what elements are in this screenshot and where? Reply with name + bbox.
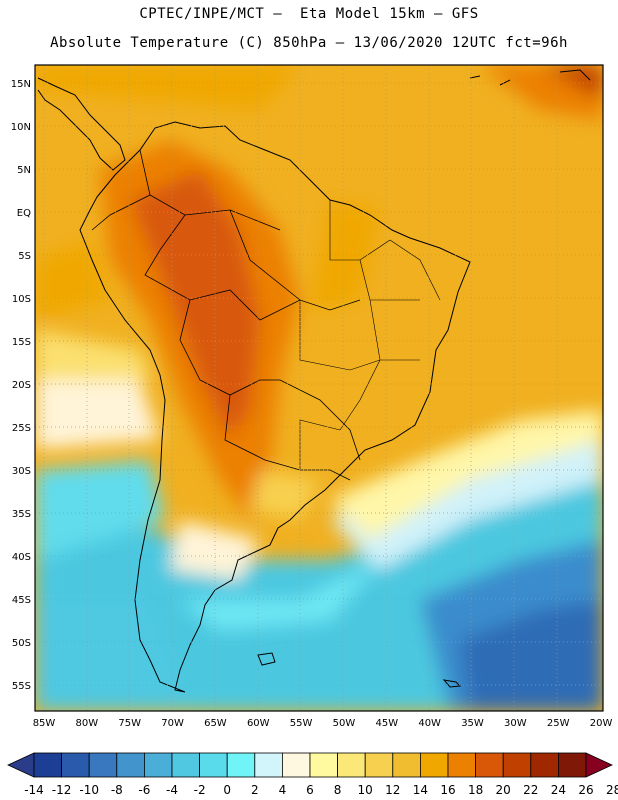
falkland-islands <box>257 652 276 666</box>
lon-label: 85W <box>33 718 56 729</box>
lon-label: 40W <box>418 718 441 729</box>
colorbar-label: 20 <box>496 783 511 797</box>
colorbar-swatch <box>116 752 145 778</box>
lat-label: 50S <box>12 638 31 649</box>
colorbar-label: -10 <box>79 783 99 797</box>
colorbar-label: 22 <box>523 783 538 797</box>
lat-label: 10S <box>12 294 31 305</box>
temperature-colorbar <box>7 752 613 778</box>
lon-label: 45W <box>375 718 398 729</box>
lat-label: 5N <box>17 165 31 176</box>
colorbar-label: 4 <box>279 783 287 797</box>
colorbar-swatch <box>447 752 477 778</box>
colorbar-swatch <box>281 752 311 778</box>
caribbean-islands <box>469 69 591 86</box>
colorbar-label: -12 <box>52 783 72 797</box>
colorbar-swatch <box>309 752 339 778</box>
colorbar-labels: -14 -12 -10 -8 -6 -4 -2 0 2 4 6 8 10 12 14 16 18 20 22 24 26… <box>24 783 618 797</box>
country-borders <box>91 149 361 481</box>
colorbar-label: 26 <box>578 783 593 797</box>
lon-label: 75W <box>118 718 141 729</box>
lon-label: 60W <box>247 718 270 729</box>
lon-label: 25W <box>547 718 570 729</box>
lat-label: 20S <box>12 380 31 391</box>
lat-label: 45S <box>12 595 31 606</box>
colorbar-under-arrow <box>7 752 35 778</box>
colorbar-swatch <box>502 752 532 778</box>
colorbar-label: -14 <box>24 783 44 797</box>
colorbar-swatch <box>558 752 587 778</box>
lon-label: 65W <box>204 718 227 729</box>
colorbar-swatch <box>88 752 118 778</box>
temperature-field <box>35 65 603 711</box>
colorbar-swatch <box>364 752 394 778</box>
lat-lon-grid <box>35 65 603 711</box>
colorbar-label: -2 <box>194 783 206 797</box>
lat-label: EQ <box>17 208 31 219</box>
map-title-line-1: CPTEC/INPE/MCT – Eta Model 15km – GFS <box>139 6 479 22</box>
brazil-state-borders <box>299 200 441 470</box>
colorbar-swatch <box>475 752 504 778</box>
colorbar-label: -4 <box>166 783 178 797</box>
colorbar-label: 2 <box>251 783 259 797</box>
colorbar-over-arrow <box>585 752 613 778</box>
colorbar-swatch <box>337 752 366 778</box>
lon-label: 20W <box>590 718 613 729</box>
lat-label: 30S <box>12 466 31 477</box>
colorbar-label: 12 <box>385 783 400 797</box>
lon-label: 50W <box>333 718 356 729</box>
lat-label: 35S <box>12 509 31 520</box>
map-title-line-2: Absolute Temperature (C) 850hPa – 13/06/… <box>50 35 568 51</box>
colorbar-label: 18 <box>468 783 483 797</box>
colorbar-swatch <box>61 752 90 778</box>
lon-label: 70W <box>161 718 184 729</box>
lon-label: 35W <box>461 718 484 729</box>
lat-label: 15S <box>12 337 31 348</box>
central-america-coastline <box>37 77 126 171</box>
colorbar-swatch <box>143 752 173 778</box>
colorbar-label: 8 <box>334 783 342 797</box>
map-frame <box>34 64 604 712</box>
colorbar-label: 10 <box>358 783 373 797</box>
lon-label: 30W <box>504 718 527 729</box>
colorbar-label: 16 <box>440 783 455 797</box>
colorbar-swatch <box>226 752 256 778</box>
colorbar-swatch <box>33 752 63 778</box>
colorbar-swatch <box>419 752 449 778</box>
colorbar-swatch <box>199 752 228 778</box>
colorbar-swatch <box>392 752 421 778</box>
colorbar-label: 0 <box>223 783 231 797</box>
longitude-labels: 85W 80W 75W 70W 65W 60W 55W 50W 45W 40W 35W 30W 25W 2… <box>33 718 613 729</box>
colorbar-label: -8 <box>111 783 123 797</box>
lat-label: 5S <box>18 251 31 262</box>
colorbar-label: -6 <box>138 783 150 797</box>
lat-label: 15N <box>11 79 31 90</box>
colorbar-swatch <box>171 752 201 778</box>
lon-label: 55W <box>290 718 313 729</box>
lat-label: 55S <box>12 681 31 692</box>
colorbar-label: 28 <box>606 783 618 797</box>
lat-label: 25S <box>12 423 31 434</box>
colorbar-label: 6 <box>306 783 314 797</box>
lat-label: 40S <box>12 552 31 563</box>
colorbar-label: 24 <box>551 783 566 797</box>
lat-label: 10N <box>11 122 31 133</box>
colorbar-swatch <box>530 752 559 778</box>
latitude-labels: 15N 10N 5N EQ 5S 10S 15S 20S 25S 30S 35S 40S 45S 50S 5… <box>11 79 31 692</box>
colorbar-label: 14 <box>413 783 428 797</box>
colorbar-swatch <box>254 752 283 778</box>
lon-label: 80W <box>76 718 99 729</box>
